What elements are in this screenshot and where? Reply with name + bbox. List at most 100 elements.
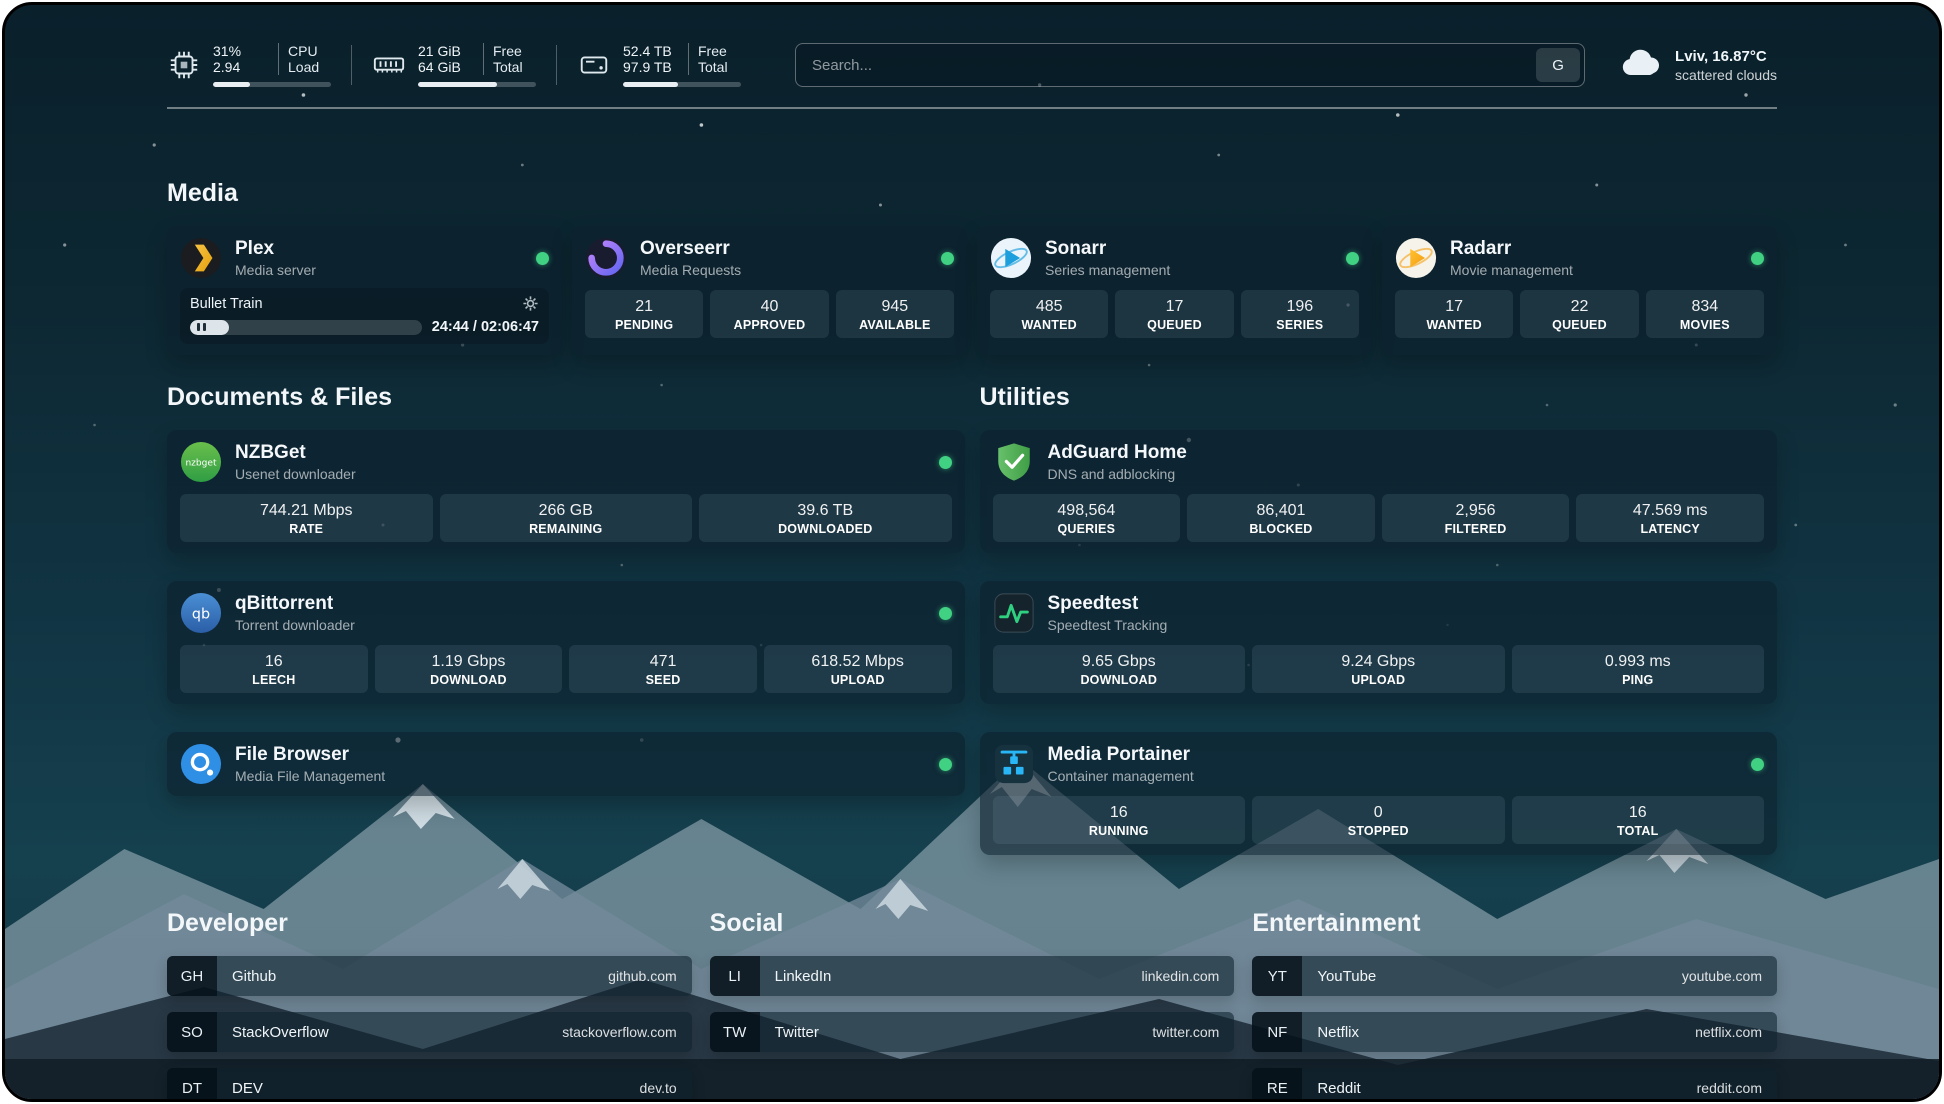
memory-free-value: 21 GiB — [418, 43, 461, 59]
cpu-load-value: 2.94 — [213, 59, 241, 75]
memory-total-label: Total — [483, 59, 523, 75]
service-name: File Browser — [235, 744, 350, 765]
stat-wanted: 17 WANTED — [1395, 290, 1514, 338]
bookmark-stackoverflow[interactable]: SO StackOverflow stackoverflow.com — [167, 1012, 692, 1052]
bookmark-youtube[interactable]: YT YouTube youtube.com — [1252, 956, 1777, 996]
service-link-plex[interactable]: Plex Media server — [180, 237, 549, 279]
stat-movies: 834 MOVIES — [1645, 290, 1764, 338]
status-indicator — [938, 757, 952, 771]
speedtest-icon — [993, 592, 1035, 634]
ram-icon — [372, 48, 406, 82]
disk-total-value: 97.9 TB — [623, 59, 672, 75]
service-name: Speedtest — [1047, 593, 1139, 614]
portainer-icon — [993, 743, 1035, 785]
qbittorrent-icon: qb — [180, 592, 222, 634]
stat-leech: 16 LEECH — [180, 645, 368, 693]
service-description: Movie management — [1450, 262, 1573, 278]
search-engine-button[interactable]: G — [1536, 48, 1581, 82]
pause-icon[interactable] — [197, 323, 206, 331]
bookmark-abbr: SO — [167, 1012, 217, 1052]
stat-running: 16 RUNNING — [992, 796, 1245, 844]
service-card-nzbget: nzbget NZBGet Usenet downloader 744.21 M… — [167, 430, 965, 553]
service-description: Container management — [1047, 768, 1194, 784]
bookmark-abbr: TW — [709, 1012, 760, 1052]
stat-ping: 0.993 ms PING — [1511, 645, 1764, 693]
weather-location: Lviv, 16.87°C — [1675, 47, 1767, 65]
bookmark-linkedin[interactable]: LI LinkedIn linkedin.com — [709, 956, 1235, 996]
service-link-nzbget[interactable]: nzbget NZBGet Usenet downloader — [180, 441, 952, 483]
stat-download: 1.19 Gbps DOWNLOAD — [374, 645, 563, 693]
memory-total-value: 64 GiB — [418, 59, 461, 75]
gear-icon[interactable] — [522, 295, 539, 312]
service-name: AdGuard Home — [1047, 442, 1187, 463]
memory-progress-bar — [418, 82, 536, 87]
playback-progress-bar[interactable] — [190, 319, 422, 335]
stat-queued: 22 QUEUED — [1520, 290, 1639, 338]
status-indicator — [536, 251, 549, 265]
cpu-load-label: Load — [278, 59, 319, 75]
service-name: Sonarr — [1045, 238, 1107, 259]
weather-widget: Lviv, 16.87°C scattered clouds — [1619, 46, 1777, 85]
bookmark-abbr: GH — [167, 956, 217, 996]
service-link-portainer[interactable]: Media Portainer Container management — [993, 743, 1764, 785]
overseerr-icon — [585, 237, 627, 279]
section-title-documents: Documents & Files — [167, 383, 393, 411]
service-link-filebrowser[interactable]: File Browser Media File Management — [180, 743, 952, 785]
section-title-entertainment: Entertainment — [1252, 909, 1421, 937]
service-link-overseerr[interactable]: Overseerr Media Requests — [585, 237, 954, 279]
stat-wanted: 485 WANTED — [990, 290, 1109, 338]
service-link-adguard[interactable]: AdGuard Home DNS and adblocking — [993, 441, 1765, 483]
bookmark-url: netflix.com — [1695, 1024, 1762, 1040]
filebrowser-icon — [180, 743, 222, 785]
radarr-icon — [1395, 237, 1437, 279]
svg-text:qb: qb — [192, 606, 210, 622]
service-card-plex: Plex Media server Bullet Train — [167, 226, 562, 355]
playback-time: 24:44 / 02:06:47 — [431, 319, 539, 335]
service-name: qBittorrent — [235, 593, 334, 614]
service-link-qbittorrent[interactable]: qb qBittorrent Torrent downloader — [180, 592, 952, 634]
stat-queued: 17 QUEUED — [1115, 290, 1234, 338]
bookmark-twitter[interactable]: TW Twitter twitter.com — [709, 1012, 1235, 1052]
service-name: Radarr — [1450, 238, 1512, 259]
bookmark-name: YouTube — [1317, 967, 1377, 985]
service-card-adguard: AdGuard Home DNS and adblocking 498,564 Q… — [979, 430, 1777, 553]
bookmark-url: reddit.com — [1696, 1080, 1762, 1096]
bookmark-abbr: RE — [1252, 1068, 1303, 1099]
service-description: Media server — [235, 262, 316, 278]
service-name: Media Portainer — [1047, 744, 1191, 765]
disk-free-label: Free — [688, 43, 727, 59]
service-link-radarr[interactable]: Radarr Movie management — [1395, 237, 1764, 279]
stat-pending: 21 PENDING — [585, 290, 704, 338]
status-indicator — [1346, 251, 1359, 265]
cpu-progress-bar — [213, 82, 331, 87]
cloud-icon — [1619, 46, 1663, 85]
service-card-sonarr: Sonarr Series management 485 WANTED 17 QUE… — [977, 226, 1372, 355]
bookmark-abbr: YT — [1252, 956, 1303, 996]
plex-now-playing: Bullet Train — [180, 288, 549, 344]
cpu-label: CPU — [278, 43, 318, 59]
cpu-widget: 31% CPU 2.94 Load — [167, 43, 351, 87]
bookmark-netflix[interactable]: NF Netflix netflix.com — [1252, 1012, 1777, 1052]
stat-queries: 498,564 QUERIES — [992, 494, 1181, 542]
service-name: NZBGet — [235, 442, 306, 463]
divider — [556, 45, 557, 85]
service-link-speedtest[interactable]: Speedtest Speedtest Tracking — [993, 592, 1765, 634]
topbar: 31% CPU 2.94 Load — [167, 5, 1777, 87]
stat-downloaded: 39.6 TB DOWNLOADED — [699, 494, 952, 542]
divider — [351, 45, 352, 85]
bookmark-url: stackoverflow.com — [562, 1024, 677, 1040]
bookmark-reddit[interactable]: RE Reddit reddit.com — [1252, 1068, 1777, 1099]
search-bar: G — [795, 43, 1586, 87]
service-link-sonarr[interactable]: Sonarr Series management — [990, 237, 1359, 279]
bookmark-url: dev.to — [639, 1080, 677, 1096]
cpu-icon — [167, 48, 201, 82]
bookmark-github[interactable]: GH Github github.com — [167, 956, 692, 996]
stat-filtered: 2,956 FILTERED — [1381, 494, 1570, 542]
search-input[interactable] — [796, 56, 1533, 74]
resource-widgets: 31% CPU 2.94 Load — [167, 43, 761, 87]
bookmark-group-social: Social LI LinkedIn linkedin.com TW Twitt… — [709, 909, 1235, 1099]
plex-icon — [180, 237, 222, 279]
stat-latency: 47.569 ms LATENCY — [1576, 494, 1764, 542]
bookmark-dev[interactable]: DT DEV dev.to — [167, 1068, 692, 1099]
service-name: Plex — [235, 238, 275, 259]
